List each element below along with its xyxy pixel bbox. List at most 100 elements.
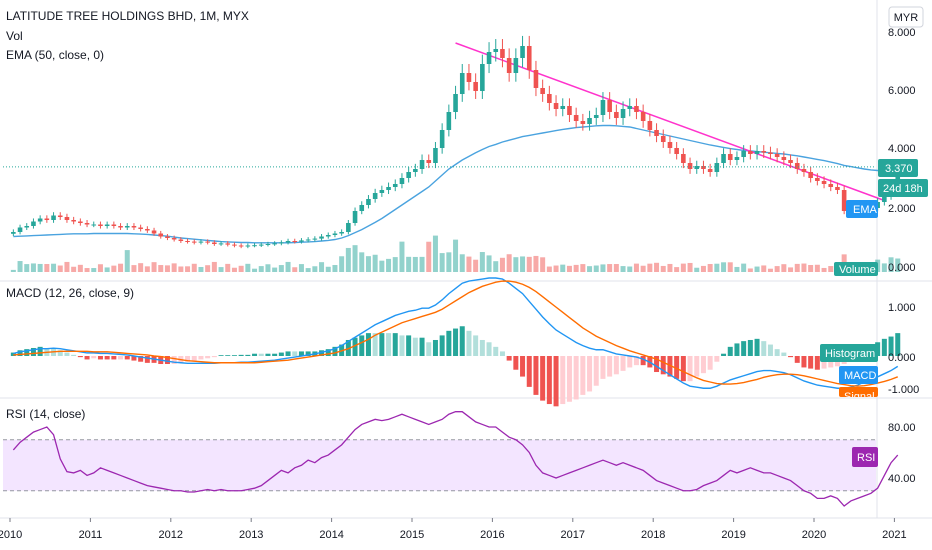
- candle-body: [11, 232, 16, 234]
- histogram-bar: [77, 356, 83, 358]
- price-pane[interactable]: [3, 35, 901, 272]
- volume-bar: [473, 259, 479, 272]
- x-tick-label: 2013: [239, 529, 263, 541]
- histogram-bar: [171, 356, 177, 365]
- candle-body: [165, 236, 170, 238]
- candle: [453, 85, 458, 120]
- volume-bar: [379, 260, 385, 272]
- time-axis[interactable]: 2010 2011 2012 2013 2014 2015 2016 2017 2018 2019…: [0, 518, 907, 541]
- histogram-bar: [788, 356, 794, 358]
- candle-body: [218, 243, 224, 245]
- candle-body: [513, 58, 519, 73]
- x-tick-label: 2017: [561, 529, 585, 541]
- volume-bar: [164, 265, 170, 272]
- candle-body: [185, 241, 190, 242]
- volume-bar: [10, 269, 16, 272]
- volume-bar: [633, 263, 639, 272]
- candle: [654, 123, 659, 143]
- candle-body: [232, 244, 237, 246]
- histogram-bar: [64, 352, 70, 356]
- candle: [634, 98, 639, 120]
- histogram-bar: [419, 337, 425, 356]
- histogram-bar: [721, 353, 727, 356]
- volume-bar: [178, 266, 184, 272]
- candle-body: [379, 190, 385, 193]
- histogram-bar: [191, 356, 197, 361]
- x-tick-label: 2019: [721, 529, 745, 541]
- volume-bar: [466, 256, 472, 272]
- volume-bar: [64, 261, 70, 272]
- last-price-tag: 3.370: [878, 159, 918, 177]
- candle-body: [366, 199, 371, 205]
- macd-tick: -1.000: [888, 384, 919, 396]
- volume-bar: [607, 264, 613, 272]
- macd-pane[interactable]: [10, 277, 901, 407]
- histogram-bar: [687, 356, 693, 382]
- candle-body: [57, 215, 63, 217]
- volume-bar: [600, 264, 606, 272]
- candle: [714, 157, 720, 177]
- candle: [721, 148, 726, 169]
- volume-bar: [620, 266, 626, 272]
- price-tick: 8.000: [888, 27, 916, 39]
- histogram-bar: [57, 350, 63, 356]
- candle: [279, 240, 284, 246]
- histogram-bar: [560, 356, 566, 405]
- volume-bar: [727, 262, 733, 272]
- volume-bar: [828, 266, 834, 272]
- volume-bar: [788, 267, 794, 272]
- histogram-bar: [593, 356, 599, 386]
- histogram-bar: [533, 356, 539, 395]
- volume-bar: [754, 266, 760, 272]
- candle: [808, 166, 813, 183]
- rsi-tick: 40.00: [888, 473, 916, 485]
- trend-line[interactable]: [455, 42, 885, 202]
- volume-bar: [392, 257, 398, 272]
- candle-body: [647, 121, 653, 130]
- price-tick: 2.000: [888, 203, 916, 215]
- volume-tag-label: Volume: [839, 264, 876, 276]
- candle: [57, 212, 63, 220]
- signal-tag: Signal: [839, 387, 878, 397]
- candle-body: [821, 181, 827, 184]
- histogram-bar: [506, 356, 512, 361]
- candle-body: [480, 64, 485, 91]
- volume-bar: [888, 257, 894, 272]
- candle-body: [815, 178, 820, 181]
- candle: [158, 230, 164, 239]
- volume-bar: [191, 263, 197, 272]
- volume-bar: [446, 252, 452, 272]
- candle-body: [841, 190, 847, 211]
- rsi-pane[interactable]: [3, 411, 899, 507]
- volume-bar: [533, 255, 539, 272]
- candle-body: [801, 169, 807, 172]
- currency-button[interactable]: MYR: [888, 6, 924, 28]
- candle: [118, 223, 123, 231]
- histogram-bar: [754, 338, 760, 356]
- candle-body: [486, 52, 492, 64]
- candle-body: [727, 154, 733, 160]
- price-axis[interactable]: 8.000 6.000 4.000 2.000 0.000: [888, 27, 916, 274]
- histogram-bar: [359, 335, 365, 356]
- candle: [687, 157, 693, 174]
- macd-axis[interactable]: 1.000 0.000 -1.000: [888, 302, 919, 396]
- volume-bar: [794, 263, 800, 272]
- volume-bar: [741, 263, 747, 272]
- candle-body: [788, 160, 793, 163]
- volume-bar: [432, 235, 438, 272]
- candle-body: [754, 151, 760, 154]
- price-tick: 6.000: [888, 85, 916, 97]
- candle: [480, 54, 485, 99]
- macd-tag-label: MACD: [844, 370, 876, 382]
- rsi-axis[interactable]: 80.00 40.00: [888, 422, 916, 485]
- volume-bar: [118, 263, 124, 272]
- histogram-bar: [131, 356, 137, 361]
- histogram-bar: [881, 338, 887, 356]
- candle: [741, 145, 746, 163]
- candle-body: [272, 243, 277, 245]
- candle-body: [687, 163, 693, 169]
- volume-bar: [593, 265, 599, 272]
- ema-line: [13, 124, 898, 244]
- signal-line: [13, 280, 899, 387]
- volume-bar: [292, 267, 298, 272]
